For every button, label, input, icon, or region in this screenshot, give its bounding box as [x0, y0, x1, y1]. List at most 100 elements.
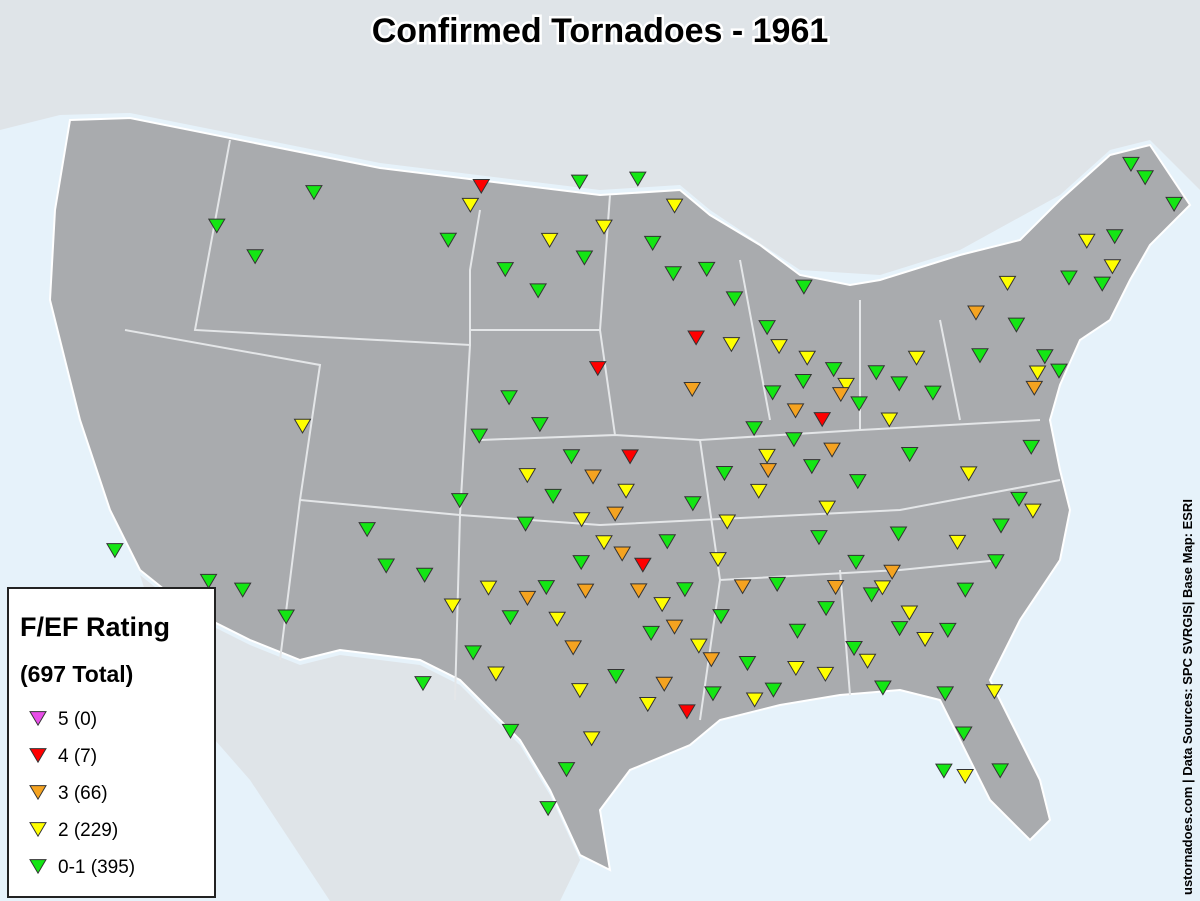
tornado — [802, 459, 821, 475]
tornado — [633, 557, 652, 573]
tornado — [890, 621, 909, 637]
tornado — [572, 555, 591, 571]
tornado — [518, 590, 537, 607]
tornado — [758, 320, 776, 336]
tornado — [1050, 363, 1068, 379]
tornado — [818, 500, 837, 516]
tornado — [643, 235, 662, 251]
tornado — [443, 598, 462, 614]
legend-swatch — [29, 711, 47, 727]
tornado — [658, 534, 677, 550]
tornado — [823, 442, 841, 458]
tornado — [924, 385, 942, 401]
tornado — [501, 610, 520, 626]
tornado — [1010, 491, 1028, 507]
tornado — [738, 656, 757, 672]
tornado — [810, 530, 828, 546]
tornado — [496, 262, 515, 278]
tornado — [1028, 365, 1047, 381]
tornado — [628, 171, 647, 187]
tornado — [606, 506, 625, 522]
tornado — [907, 350, 926, 366]
tornado — [862, 587, 881, 603]
tornado — [1060, 270, 1078, 286]
tornado — [1165, 196, 1183, 212]
tornado — [998, 275, 1017, 292]
tornado — [472, 178, 491, 195]
tornado — [837, 377, 855, 393]
tornado — [971, 348, 989, 364]
legend-label: 0-1 (395) — [58, 857, 135, 878]
tornado — [702, 652, 721, 668]
tornado-marks — [105, 156, 1183, 817]
tornado — [570, 174, 589, 190]
tornado — [539, 801, 557, 817]
legend-label: 4 (7) — [58, 746, 97, 767]
tornado — [745, 692, 764, 708]
tornado — [548, 611, 567, 627]
tornado — [733, 579, 752, 595]
tornado — [883, 564, 901, 580]
tornado — [1093, 276, 1112, 292]
tornado — [199, 573, 218, 589]
tornado — [665, 619, 684, 635]
tornado — [576, 583, 595, 599]
tornado — [785, 432, 803, 448]
tornado — [470, 428, 489, 444]
tornado — [1035, 349, 1054, 365]
tornado — [1077, 233, 1096, 249]
tornado — [722, 337, 741, 353]
tornado — [655, 676, 674, 692]
tornado — [665, 198, 684, 214]
tornado — [786, 660, 805, 677]
tornado — [916, 632, 934, 648]
tornado — [817, 601, 835, 617]
tornado — [873, 580, 892, 596]
tornado — [233, 582, 252, 598]
tornado — [595, 219, 613, 235]
tornado — [683, 382, 702, 398]
tornado — [377, 558, 396, 574]
tornado — [1024, 503, 1042, 519]
tornado — [464, 645, 483, 661]
tornado — [709, 552, 727, 568]
tornado — [277, 609, 296, 625]
tornado — [798, 350, 817, 366]
tornado — [985, 684, 1004, 700]
tornado — [874, 680, 892, 696]
tornado — [588, 361, 607, 377]
tornado — [479, 580, 498, 596]
legend-label: 5 (0) — [58, 709, 97, 730]
tornado — [683, 496, 702, 512]
tornado — [900, 446, 919, 463]
tornado — [653, 597, 672, 613]
tornado — [584, 469, 602, 485]
legend-total: (697 Total) — [20, 661, 133, 687]
legend-box — [7, 587, 216, 898]
tornado — [850, 396, 868, 412]
tornado — [575, 250, 594, 266]
tornado — [847, 554, 865, 570]
tornado — [305, 185, 323, 201]
source: ustornadoes.com | Data Sources: SPC SVRG… — [1180, 499, 1195, 895]
tornado — [461, 197, 480, 213]
tornado — [621, 449, 639, 465]
tornado — [867, 365, 886, 381]
tornado — [537, 580, 556, 596]
legend-title: F/EF Rating — [20, 612, 170, 642]
tornado — [956, 768, 975, 785]
tornado — [1025, 380, 1044, 396]
mexico — [140, 575, 580, 901]
tornado — [544, 488, 562, 505]
tornado — [500, 390, 518, 406]
usa — [48, 116, 1192, 872]
tornado — [1022, 439, 1041, 455]
tornado — [770, 339, 788, 355]
tornado — [439, 232, 458, 248]
tornado — [1105, 229, 1124, 245]
tornado — [786, 403, 805, 419]
tornado — [788, 623, 807, 639]
tornado — [890, 376, 909, 392]
tornado — [948, 534, 967, 550]
tornado — [959, 466, 978, 482]
